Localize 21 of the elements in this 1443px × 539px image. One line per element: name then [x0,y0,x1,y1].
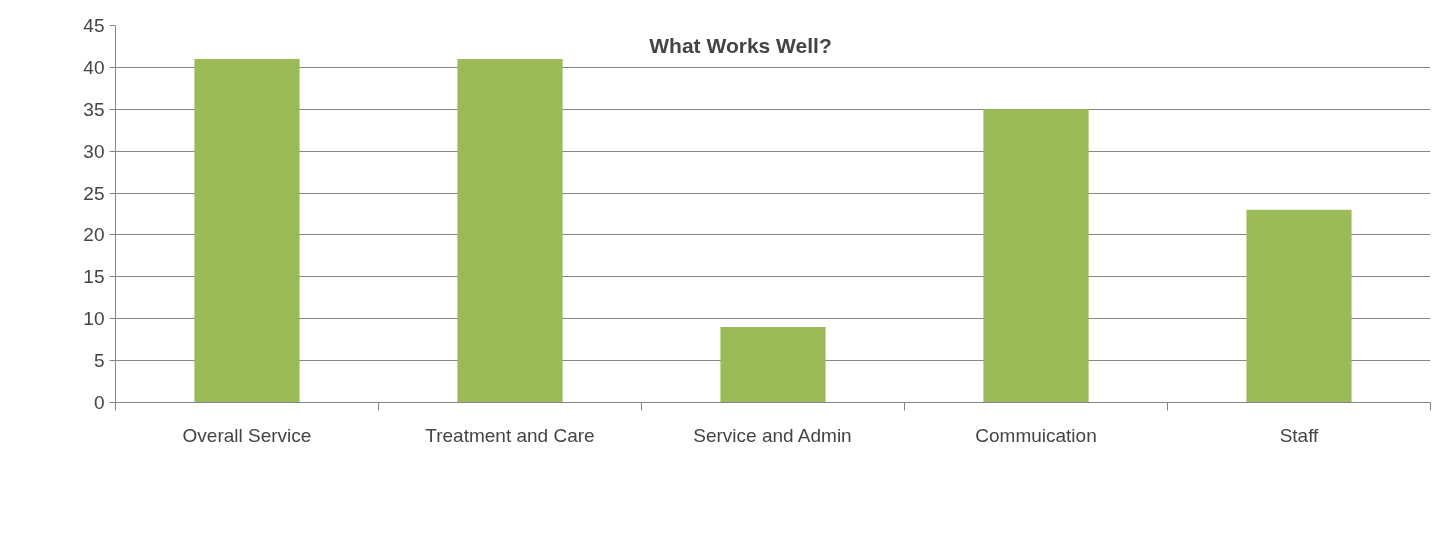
y-tick-label: 40 [83,56,105,78]
x-tick-label: Staff [1279,424,1320,446]
y-tick-label: 15 [83,266,105,288]
bar [457,59,563,403]
x-tick-label: Overall Service [182,424,312,446]
chart-title: What Works Well? [649,34,832,57]
bar [983,109,1089,403]
y-tick-label: 0 [93,392,105,413]
bar [1246,209,1352,403]
y-tick-label: 20 [83,224,105,246]
y-tick-label: 5 [93,350,105,372]
x-tick-label: Service and Admin [693,424,852,446]
x-tick-label: Commuication [975,424,1097,446]
bar [194,59,300,403]
x-tick-label: Treatment and Care [425,424,595,446]
y-tick-label: 25 [83,182,105,204]
y-tick-label: 30 [83,140,105,162]
y-tick-label: 10 [83,308,105,330]
bar [720,327,826,403]
y-tick-label: 45 [83,15,105,36]
y-tick-label: 35 [83,98,105,120]
